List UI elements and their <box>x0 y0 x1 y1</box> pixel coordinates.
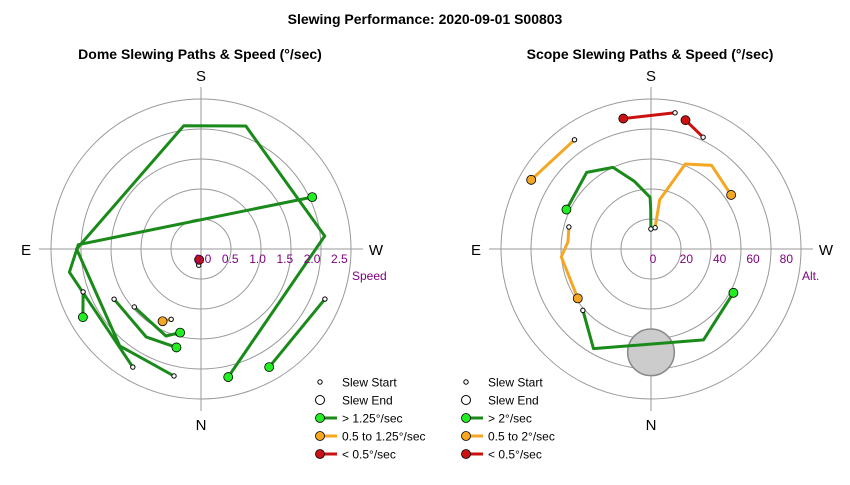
scope-slew-start-marker <box>673 111 677 115</box>
scope-radial-axis-label: Alt. <box>802 269 819 283</box>
scope-slew-end-marker <box>727 190 736 199</box>
scope-slew-start-marker <box>649 227 653 231</box>
dome-slew-start-marker <box>323 297 327 301</box>
dome-slew-path <box>269 299 325 367</box>
scope-legend-label: < 0.5°/sec <box>488 448 542 462</box>
figure-title: Slewing Performance: 2020-09-01 S00803 <box>288 11 563 27</box>
dome-slew-start-marker <box>169 317 173 321</box>
scope-legend-label: Slew Start <box>488 376 543 390</box>
dome-cardinal-bottom: N <box>196 417 207 434</box>
scope-slew-start-marker <box>701 135 705 139</box>
dome-legend-marker-medium <box>316 432 325 441</box>
dome-slew-start-marker <box>132 305 136 309</box>
dome-radial-tick-label: 2.0 <box>304 252 321 266</box>
scope-radial-tick-label: 20 <box>680 252 694 266</box>
dome-slew-end-marker <box>224 373 233 382</box>
scope-slew-end-marker <box>729 288 738 297</box>
scope-cardinal-right: W <box>819 242 834 259</box>
scope-slew-end-marker <box>681 116 690 125</box>
scope-radial-tick-label: 60 <box>746 252 760 266</box>
scope-legend: Slew Start Slew End > 2°/sec 0.5 to 2°/sec <… <box>462 376 555 462</box>
dome-slew-end-marker <box>176 328 185 337</box>
scope-legend-label: > 2°/sec <box>488 412 532 426</box>
scope-radial-tick-label: 0 <box>650 252 657 266</box>
scope-legend-marker-slow <box>462 450 471 459</box>
scope-slew-end-marker <box>573 294 582 303</box>
dome-slew-start-marker <box>81 290 85 294</box>
dome-radial-ticks: 2.5 2.0 1.5 1.0 0.5 0.0 <box>195 252 348 266</box>
scope-slew-path <box>566 167 651 229</box>
scope-legend-marker-medium <box>462 432 471 441</box>
scope-avoid-layer <box>628 329 675 376</box>
scope-legend-label: 0.5 to 2°/sec <box>488 430 555 444</box>
dome-legend-marker-slow <box>316 450 325 459</box>
scope-slew-path <box>623 113 675 119</box>
scope-legend-marker-fast <box>462 414 471 423</box>
dome-legend-label: > 1.25°/sec <box>342 412 403 426</box>
dome-slew-path <box>69 197 312 367</box>
dome-chart-title: Dome Slewing Paths & Speed (°/sec) <box>78 46 322 62</box>
dome-polar-chart: Dome Slewing Paths & Speed (°/sec) 2.52.… <box>21 46 426 462</box>
scope-legend-label: Slew End <box>488 394 539 408</box>
dome-legend-label: < 0.5°/sec <box>342 448 396 462</box>
dome-cardinal-top: S <box>196 68 206 85</box>
scope-radial-tick-label: 40 <box>713 252 727 266</box>
scope-legend-start-marker <box>464 380 468 384</box>
scope-paths <box>527 111 738 349</box>
scope-slew-path <box>655 164 731 228</box>
dome-legend: Slew Start Slew End > 1.25°/sec 0.5 to 1.25… <box>316 376 426 462</box>
scope-avoid-zone <box>628 329 675 376</box>
dome-radial-axis-label: Speed <box>352 269 387 283</box>
dome-cardinal-right: W <box>369 242 384 259</box>
dome-radial-tick-label: 0.5 <box>222 252 239 266</box>
scope-slew-end-marker <box>619 114 628 123</box>
scope-radial-tick-label: 80 <box>780 252 794 266</box>
scope-cardinal-left: E <box>471 242 481 259</box>
scope-slew-path <box>531 140 574 180</box>
dome-legend-label: Slew Start <box>342 376 397 390</box>
dome-slew-end-marker <box>172 343 181 352</box>
dome-radial-tick-label: 0.0 <box>195 252 212 266</box>
dome-legend-start-marker <box>318 380 322 384</box>
dome-slew-start-marker <box>172 374 176 378</box>
scope-slew-end-marker <box>527 175 536 184</box>
dome-radial-tick-label: 1.0 <box>249 252 266 266</box>
dome-legend-label: Slew End <box>342 394 393 408</box>
scope-cardinal-top: S <box>646 68 656 85</box>
dome-radial-tick-label: 2.5 <box>331 252 348 266</box>
scope-slew-start-marker <box>567 225 571 229</box>
dome-slew-end-marker <box>265 363 274 372</box>
dome-slew-end-marker <box>78 313 87 322</box>
dome-radial-tick-label: 1.5 <box>276 252 293 266</box>
scope-polar-chart: Scope Slewing Paths & Speed (°/sec) 80 60… <box>462 46 834 462</box>
dome-slew-end-marker <box>158 317 167 326</box>
scope-chart-title: Scope Slewing Paths & Speed (°/sec) <box>527 46 774 62</box>
dome-slew-start-marker <box>131 365 135 369</box>
dome-legend-marker-fast <box>316 414 325 423</box>
scope-slew-start-marker <box>572 138 576 142</box>
scope-slew-start-marker <box>581 308 585 312</box>
dome-legend-end-marker <box>316 396 325 405</box>
dome-legend-label: 0.5 to 1.25°/sec <box>342 430 426 444</box>
dome-cardinal-left: E <box>21 242 31 259</box>
scope-legend-end-marker <box>462 396 471 405</box>
scope-radial-ticks: 80 60 40 20 0 <box>650 252 794 266</box>
scope-cardinal-bottom: N <box>646 417 657 434</box>
scope-slew-start-marker <box>653 226 657 230</box>
dome-slew-start-marker <box>112 297 116 301</box>
scope-slew-end-marker <box>562 205 571 214</box>
dome-slew-end-marker <box>308 193 317 202</box>
